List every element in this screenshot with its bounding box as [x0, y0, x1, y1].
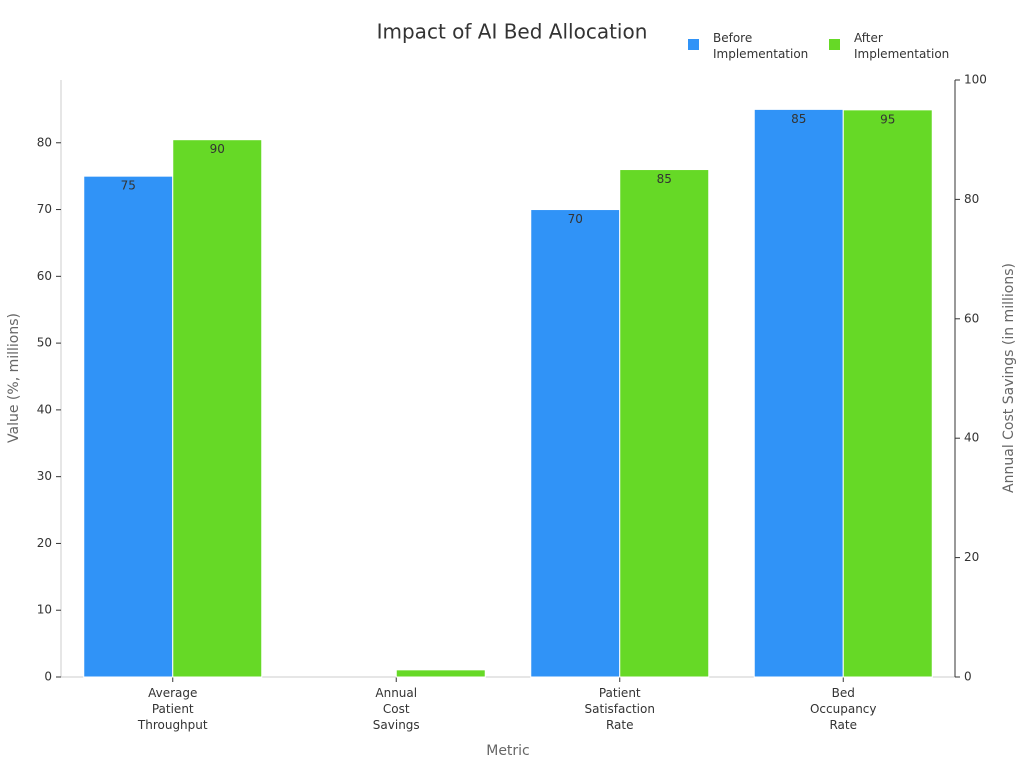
y2-tick-label: 60	[964, 311, 979, 325]
bar	[842, 109, 933, 678]
x-axis-label: Metric	[486, 743, 530, 759]
legend-label: After Implementation	[854, 31, 949, 61]
legend-label: Before Implementation	[713, 31, 808, 61]
y2-tick-label: 100	[964, 73, 987, 87]
y2-tick-label: 80	[964, 192, 979, 206]
bar	[753, 108, 844, 678]
y2-tick-label: 20	[964, 550, 979, 564]
y-tick-label: 30	[37, 469, 52, 483]
bar	[530, 209, 621, 678]
y-tick-label: 10	[37, 603, 52, 617]
y-tick-label: 40	[37, 402, 52, 416]
chart-title: Impact of AI Bed Allocation	[377, 20, 648, 44]
x-tick-label: Patient Satisfaction Rate	[585, 686, 655, 732]
value-label: 85	[791, 112, 806, 126]
x-tick-label: Bed Occupancy Rate	[810, 686, 877, 732]
y-tick-label: 50	[37, 336, 52, 350]
value-label: 95	[880, 112, 895, 126]
y-axis-label: Value (%, millions)	[6, 313, 22, 443]
y2-tick-label: 0	[964, 670, 972, 684]
y-tick-label: 80	[37, 135, 52, 149]
value-label: 75	[121, 179, 136, 193]
bar	[172, 139, 263, 678]
y-tick-label: 70	[37, 202, 52, 216]
value-label: 85	[657, 172, 672, 186]
bar	[83, 175, 174, 678]
y2-axis-label: Annual Cost Savings (in millions)	[1001, 263, 1017, 493]
bar	[619, 169, 710, 678]
y-tick-label: 0	[44, 670, 52, 684]
x-tick-label: Average Patient Throughput	[137, 686, 208, 732]
y-tick-label: 20	[37, 536, 52, 550]
value-label: 70	[568, 212, 583, 226]
y-tick-label: 60	[37, 269, 52, 283]
y2-tick-label: 40	[964, 431, 979, 445]
x-tick-label: Annual Cost Savings	[373, 686, 420, 732]
bar	[395, 669, 486, 678]
value-label: 90	[210, 142, 225, 156]
legend-swatch	[829, 39, 840, 50]
legend-swatch	[688, 39, 699, 50]
